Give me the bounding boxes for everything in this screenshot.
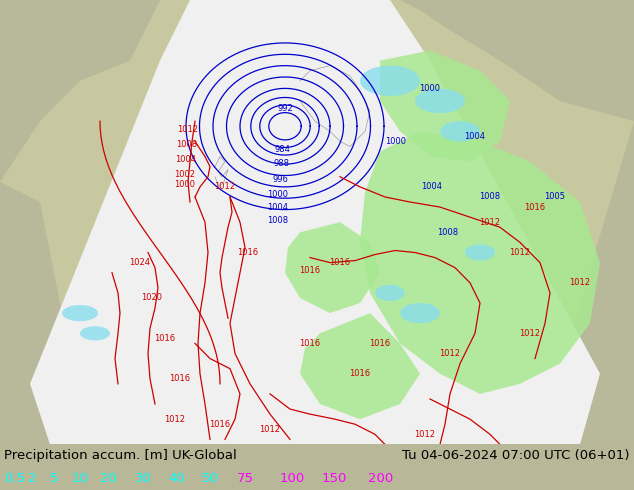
Text: 1012: 1012 — [164, 415, 186, 424]
Text: 1008: 1008 — [268, 216, 288, 225]
Text: 1016: 1016 — [330, 258, 351, 267]
Text: 1008: 1008 — [437, 228, 458, 237]
Text: 1016: 1016 — [524, 202, 546, 212]
Polygon shape — [415, 89, 465, 113]
Text: 1012: 1012 — [439, 349, 460, 358]
Text: 150: 150 — [322, 471, 347, 485]
Polygon shape — [62, 305, 98, 321]
Text: 10: 10 — [72, 471, 89, 485]
Text: 1012: 1012 — [479, 218, 500, 227]
Text: 1016: 1016 — [299, 339, 321, 348]
Polygon shape — [375, 285, 405, 301]
Text: 1024: 1024 — [129, 258, 150, 267]
Text: 100: 100 — [280, 471, 305, 485]
Text: 1016: 1016 — [238, 248, 259, 257]
Polygon shape — [220, 0, 350, 50]
Text: 30: 30 — [135, 471, 152, 485]
Text: 1016: 1016 — [299, 266, 321, 275]
Text: 20: 20 — [100, 471, 117, 485]
Text: 0.5: 0.5 — [4, 471, 25, 485]
Polygon shape — [360, 131, 600, 394]
Text: 1016: 1016 — [209, 420, 231, 429]
Polygon shape — [560, 0, 634, 444]
Text: 1000: 1000 — [268, 191, 288, 199]
Polygon shape — [440, 121, 480, 142]
Text: 1005: 1005 — [545, 193, 566, 201]
Polygon shape — [0, 0, 80, 444]
Text: 40: 40 — [168, 471, 184, 485]
Text: 1000: 1000 — [420, 84, 441, 94]
Text: 1012: 1012 — [569, 278, 590, 287]
Text: 1012: 1012 — [519, 329, 541, 338]
Text: 996: 996 — [272, 175, 288, 184]
Polygon shape — [0, 384, 634, 444]
Text: 1020: 1020 — [141, 294, 162, 302]
Text: Precipitation accum. [m] UK-Global: Precipitation accum. [m] UK-Global — [4, 449, 236, 462]
Text: 988: 988 — [274, 159, 290, 168]
Text: 992: 992 — [277, 103, 293, 113]
Polygon shape — [30, 0, 600, 444]
Text: 1012: 1012 — [415, 430, 436, 439]
Polygon shape — [400, 303, 440, 323]
Polygon shape — [80, 326, 110, 341]
Polygon shape — [400, 0, 634, 121]
Text: 1016: 1016 — [155, 334, 176, 343]
Text: 1012: 1012 — [259, 425, 280, 434]
Text: 1004: 1004 — [422, 182, 443, 192]
Polygon shape — [465, 245, 495, 261]
Polygon shape — [300, 313, 420, 419]
Text: 50: 50 — [202, 471, 219, 485]
Text: 1004: 1004 — [176, 155, 197, 164]
Polygon shape — [0, 0, 160, 182]
Text: 1012: 1012 — [214, 182, 235, 192]
Text: 5: 5 — [50, 471, 58, 485]
Text: 75: 75 — [237, 471, 254, 485]
Text: 1000: 1000 — [174, 180, 195, 189]
Text: 1016: 1016 — [349, 369, 370, 378]
Text: 984: 984 — [274, 145, 290, 154]
Text: Tu 04-06-2024 07:00 UTC (06+01): Tu 04-06-2024 07:00 UTC (06+01) — [403, 449, 630, 462]
Text: 1016: 1016 — [370, 339, 391, 348]
Text: 1000: 1000 — [385, 137, 406, 146]
Text: 200: 200 — [368, 471, 393, 485]
Text: 1012: 1012 — [510, 248, 531, 257]
Text: 1002: 1002 — [174, 170, 195, 179]
Text: 2: 2 — [28, 471, 37, 485]
Polygon shape — [380, 50, 510, 162]
Text: 1012: 1012 — [178, 125, 198, 134]
Text: 1004: 1004 — [465, 132, 486, 141]
Text: 1008: 1008 — [176, 140, 198, 149]
Text: 1004: 1004 — [268, 202, 288, 212]
Text: 1008: 1008 — [479, 193, 501, 201]
Text: 1016: 1016 — [169, 374, 191, 383]
Polygon shape — [360, 66, 420, 96]
Polygon shape — [285, 222, 380, 313]
